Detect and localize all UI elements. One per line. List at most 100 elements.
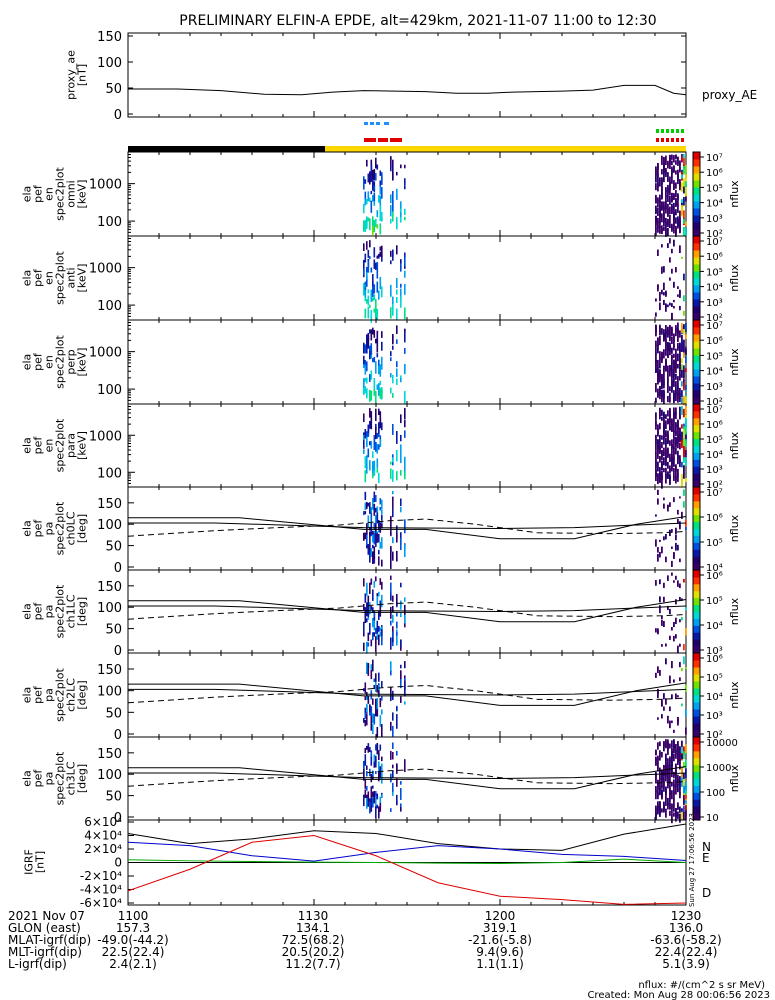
spectrogram-cell: [375, 514, 377, 524]
spectrogram-cell: [372, 797, 374, 808]
anti-loss-cone-line: [127, 601, 687, 620]
spectrogram-cell: [675, 534, 677, 541]
y-axis-label: anti: [65, 267, 78, 288]
spectrogram-cell: [370, 722, 373, 731]
spectrogram-cell: [376, 620, 379, 634]
spectrogram-cell: [376, 793, 379, 800]
y-axis-label: proxy_ae: [65, 50, 78, 100]
colorbar-tick-label: 10⁶: [706, 420, 723, 431]
colorbar-swatch: [693, 362, 700, 370]
marker-green: [656, 129, 659, 133]
spectrogram-cell: [400, 283, 402, 288]
spectrogram-cell: [400, 639, 402, 648]
spectrogram-cell: [373, 329, 376, 338]
spectrogram-cell: [392, 296, 394, 304]
spectrogram-cell: [667, 758, 669, 767]
colorbar-swatch: [693, 459, 700, 467]
spectrogram-cell: [364, 470, 367, 483]
spectrogram-cell: [370, 578, 373, 585]
spectrogram-cell: [659, 205, 661, 214]
spectrogram-cell: [376, 210, 379, 218]
y-tick-label: -4×10⁴: [80, 883, 122, 897]
panel-spectrogram-8: 050100150elapefpaspec2plotch3LC[deg]1010…: [21, 736, 741, 826]
spectrogram-cell: [376, 726, 379, 738]
spectrogram-cell: [657, 197, 659, 203]
series-label: proxy_AE: [702, 88, 757, 102]
spectrogram-cell: [370, 548, 373, 557]
spectrogram-cell: [364, 593, 367, 602]
spectrogram-cell: [677, 784, 679, 793]
spectrogram-cell: [679, 349, 681, 356]
colorbar-swatch: [693, 397, 700, 405]
spectrogram-cell: [685, 781, 687, 791]
spectrogram-cell: [404, 178, 406, 186]
spectrogram-cell: [369, 197, 371, 202]
spectrogram-cell: [390, 750, 392, 760]
spectrogram-cell: [657, 553, 659, 562]
colorbar-tick-label: 10⁷: [706, 321, 723, 332]
colorbar-swatch: [693, 743, 700, 752]
spectrogram-cell: [663, 451, 665, 457]
spectrogram-cell: [372, 297, 374, 302]
colorbar-tick-label: 10⁴: [706, 450, 723, 461]
spectrogram-cell: [366, 544, 368, 549]
spectrogram-cell: [667, 410, 669, 417]
colorbar-swatch: [693, 778, 700, 786]
spectrogram-cell: [685, 526, 687, 530]
spectrogram-cell: [681, 811, 683, 820]
spectrogram-cell: [685, 810, 687, 821]
spectrogram-cell: [396, 289, 398, 295]
spectrogram-cell: [404, 684, 406, 691]
loss-cone-line: [128, 599, 687, 623]
spectrogram-cell: [366, 618, 368, 623]
colorbar-swatch: [693, 320, 700, 328]
spectrogram-cell: [661, 780, 663, 788]
spectrogram-cell: [372, 785, 374, 789]
spectrogram-cell: [373, 580, 376, 588]
spectrogram-cell: [363, 387, 365, 395]
spectrogram-cell: [663, 693, 665, 700]
spectrogram-cell: [671, 354, 673, 359]
spectrogram-cell: [390, 686, 392, 700]
spectrogram-cell: [669, 635, 671, 640]
spectrogram-cell: [375, 408, 377, 421]
spectrogram-cell: [396, 612, 398, 617]
colorbar-tick-label: 10²: [706, 480, 723, 491]
spectrogram-cell: [673, 812, 675, 817]
footer-value: 5.1(3.9): [662, 957, 710, 971]
colorbar-swatch: [693, 313, 700, 321]
spectrogram-cell: [657, 763, 659, 769]
y-axis-label: omni: [65, 180, 78, 207]
spectrogram-cell: [373, 546, 376, 559]
spectrogram-cell: [376, 164, 379, 170]
spectrogram-cell: [390, 461, 392, 465]
spectrogram-cell: [679, 435, 681, 443]
colorbar-tick-label: 10⁶: [706, 336, 723, 347]
spectrogram-cell: [665, 420, 667, 430]
spectrogram-cell: [681, 205, 683, 212]
spectrogram-cell: [675, 329, 677, 337]
spectrogram-cell: [657, 461, 659, 472]
spectrogram-cell: [376, 270, 379, 279]
spectrogram-cell: [659, 177, 661, 187]
spectrogram-cell: [404, 256, 406, 266]
spectrogram-cell: [363, 449, 365, 454]
spectrogram-cell: [683, 324, 685, 330]
spectrogram-cell: [667, 746, 669, 755]
spectrogram-cell: [661, 615, 663, 620]
spectrogram-cell: [655, 810, 657, 815]
spectrogram-cell: [390, 164, 392, 172]
spectrogram-cell: [363, 362, 365, 368]
spectrogram-cell: [390, 694, 392, 701]
footer-value: 319.1: [483, 921, 517, 935]
spectrogram-cell: [679, 458, 681, 468]
spectrogram-cell: [366, 299, 368, 304]
spectrogram-cell: [655, 168, 657, 173]
spectrogram-cell: [367, 595, 370, 607]
spectrogram-cell: [379, 186, 382, 195]
spectrogram-cell: [671, 205, 673, 215]
spectrogram-cell: [679, 643, 681, 647]
panels: 050100150proxy_AEproxy_ae[nT]1001000elap…: [21, 30, 758, 910]
spectrogram-cell: [657, 717, 659, 720]
spectrogram-cell: [363, 771, 365, 781]
